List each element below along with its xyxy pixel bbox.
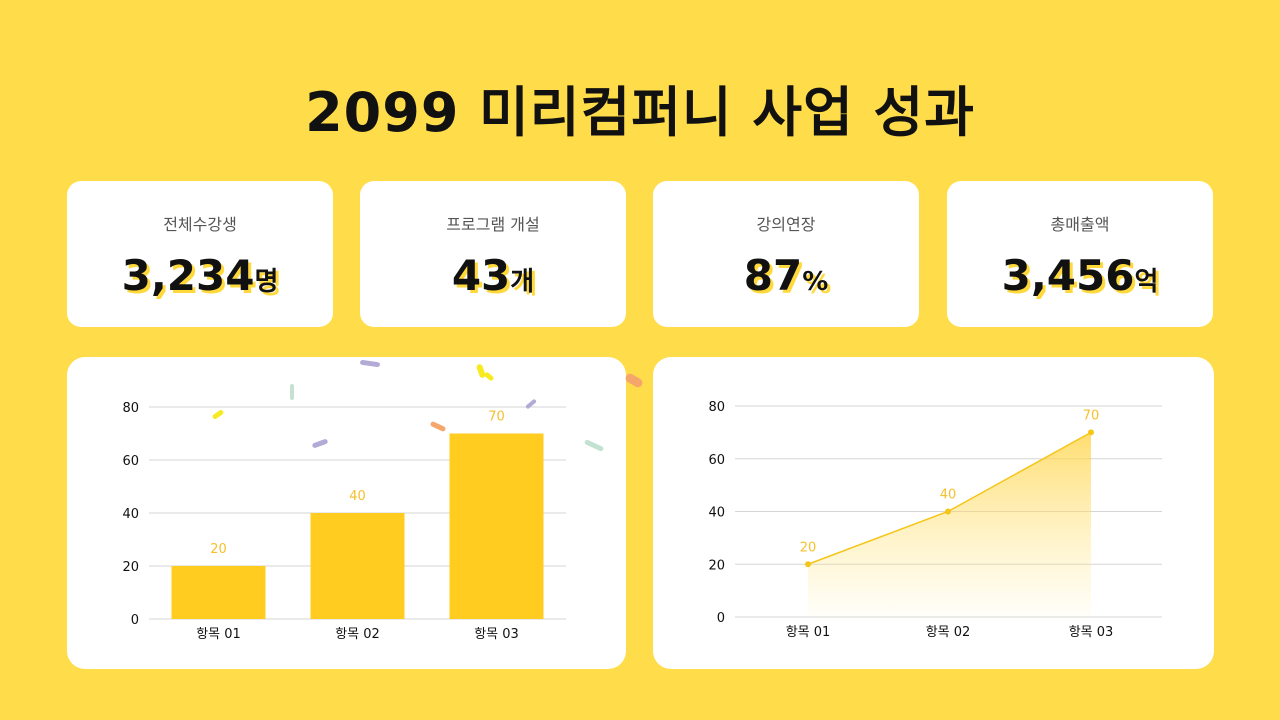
x-tick-label: 항목 03 [1069, 625, 1114, 640]
x-tick-label: 항목 03 [474, 627, 519, 642]
y-tick-label: 0 [717, 611, 725, 626]
stat-label: 전체수강생 [163, 215, 237, 234]
x-tick-label: 항목 01 [196, 627, 241, 642]
data-label: 70 [1083, 408, 1100, 423]
bar [171, 566, 266, 619]
chart-labels: 20 항목 01 40 항목 02 70 항목 03 [786, 408, 1114, 640]
chart-bars [171, 433, 544, 619]
bar-chart-card: 0 20 40 60 80 20 항목 01 40 항목 02 70 항목 03 [67, 357, 626, 669]
stat-number: 87 [743, 251, 803, 300]
y-tick-label: 60 [122, 454, 139, 469]
stat-label: 총매출액 [1050, 215, 1110, 234]
data-point [805, 561, 811, 568]
x-tick-label: 항목 01 [786, 625, 831, 640]
stat-value: 3,234명 [67, 251, 333, 300]
data-label: 20 [800, 540, 817, 555]
stat-number: 43 [451, 251, 511, 300]
data-label: 70 [488, 410, 505, 425]
stat-label: 강의연장 [756, 215, 816, 234]
y-tick-label: 40 [708, 506, 725, 521]
stat-unit: 명 [254, 267, 279, 297]
stat-unit: 억 [1134, 267, 1159, 297]
stat-card-programs: 프로그램 개설 43개 [360, 181, 626, 327]
chart-labels: 20 항목 01 40 항목 02 70 항목 03 [196, 410, 519, 643]
bar-chart: 0 20 40 60 80 20 항목 01 40 항목 02 70 항목 03 [122, 401, 566, 643]
data-label: 40 [940, 488, 957, 503]
y-tick-label: 80 [708, 400, 725, 415]
stat-value: 3,456억 [947, 251, 1213, 300]
stat-card-revenue: 총매출액 3,456억 [947, 181, 1213, 327]
y-tick-label: 40 [122, 507, 139, 522]
y-tick-label: 80 [122, 401, 139, 416]
y-tick-label: 20 [708, 558, 725, 573]
stat-value: 87% [653, 251, 919, 300]
stat-number: 3,456 [1001, 251, 1135, 300]
x-tick-label: 항목 02 [926, 625, 971, 640]
stat-card-students: 전체수강생 3,234명 [67, 181, 333, 327]
data-point [945, 508, 951, 515]
chart-area [805, 429, 1094, 617]
stat-card-extension: 강의연장 87% [653, 181, 919, 327]
stat-value: 43개 [360, 251, 626, 300]
stat-label: 프로그램 개설 [446, 215, 540, 234]
area-chart: 0 20 40 60 80 20 항목 01 40 항목 02 70 항목 03 [708, 400, 1162, 640]
confetti-decoration [623, 372, 645, 389]
stat-unit: 개 [510, 267, 535, 297]
data-label: 40 [349, 489, 366, 504]
confetti-decoration [290, 384, 294, 400]
y-tick-label: 60 [708, 453, 725, 468]
area-chart-card: 0 20 40 60 80 20 항목 01 40 항목 02 70 항목 03 [653, 357, 1214, 669]
y-tick-label: 0 [131, 613, 139, 628]
page-title: 2099 미리컴퍼니 사업 성과 [305, 81, 975, 144]
stat-number: 3,234 [121, 251, 255, 300]
y-tick-label: 20 [122, 560, 139, 575]
data-point [1088, 429, 1094, 436]
bar [310, 513, 405, 619]
area-fill [808, 432, 1091, 617]
x-tick-label: 항목 02 [335, 627, 380, 642]
data-label: 20 [210, 542, 227, 557]
bar [449, 433, 544, 619]
stat-unit: % [802, 267, 829, 297]
